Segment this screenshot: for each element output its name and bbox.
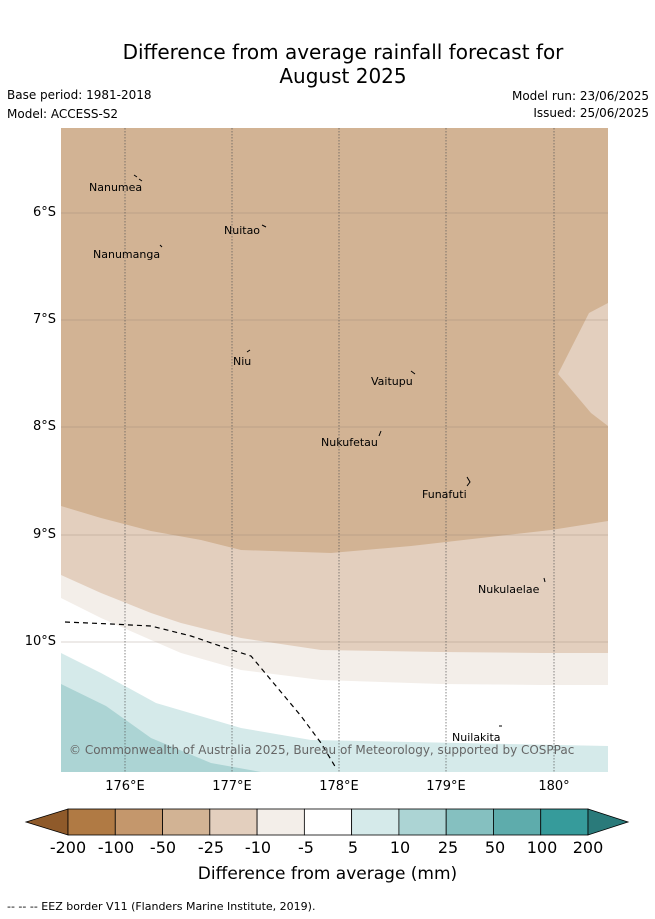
eez-border: [64, 621, 337, 769]
cb-tick-200: 200: [572, 838, 604, 857]
colorbar-label: Difference from average (mm): [197, 864, 458, 884]
cb-tick-25: 25: [437, 838, 459, 857]
colorbar-cell: [540, 808, 589, 836]
lat-label-8s: 8°S: [32, 419, 56, 434]
cb-tick-minus5: -5: [298, 838, 314, 857]
label-nuilakita: Nuilakita: [452, 731, 501, 744]
lat-label-6s: 6°S: [32, 205, 56, 220]
colorbar-high-extend: [587, 808, 630, 836]
nukulaelae-island: [543, 577, 546, 583]
colorbar-cell: [303, 808, 353, 836]
lat-label-9s: 9°S: [32, 527, 56, 542]
rainfall-map: Nanumea Nuitao Nanumanga Niu Vaitupu Nuk…: [61, 128, 608, 772]
label-niu: Niu: [233, 355, 251, 368]
label-nuitao: Nuitao: [224, 224, 260, 237]
colorbar: [24, 808, 630, 836]
colorbar-low-extend: [24, 808, 69, 836]
label-nanumea: Nanumea: [89, 181, 142, 194]
nukufetau-island: [378, 430, 382, 437]
colorbar-cell: [351, 808, 400, 836]
colorbar-cell: [493, 808, 542, 836]
cb-tick-minus25: -25: [197, 838, 225, 857]
title-line-2: August 2025: [279, 64, 407, 88]
lon-label-177e: 177°E: [212, 779, 252, 794]
issued-date: Issued: 25/06/2025: [533, 106, 649, 120]
colorbar-cell: [67, 808, 116, 836]
label-vaitupu: Vaitupu: [371, 375, 413, 388]
colorbar-cell: [114, 808, 163, 836]
colorbar-cell: [209, 808, 258, 836]
title-line-1: Difference from average rainfall forecas…: [122, 40, 564, 64]
lon-label-176e: 176°E: [105, 779, 145, 794]
band-east-patch: [558, 303, 608, 426]
label-nukulaelae: Nukulaelae: [478, 583, 540, 596]
band-5-to-10: [61, 653, 608, 772]
colorbar-cell: [162, 808, 211, 836]
colorbar-cell: [256, 808, 305, 836]
band-10-to-25: [61, 684, 261, 772]
lat-label-7s: 7°S: [32, 312, 56, 327]
band-minus25-to-minus50: [61, 128, 608, 553]
cb-tick-50: 50: [484, 838, 506, 857]
base-period: Base period: 1981-2018: [7, 88, 152, 102]
eez-legend: -- -- -- EEZ border V11 (Flanders Marine…: [7, 900, 316, 913]
lat-label-10s: 10°S: [24, 634, 56, 649]
nanumanga-island: [159, 244, 163, 248]
lon-label-178e: 178°E: [319, 779, 359, 794]
cb-tick-5: 5: [347, 838, 359, 857]
lon-label-179e: 179°E: [426, 779, 466, 794]
copyright-notice: © Commonwealth of Australia 2025, Bureau…: [69, 743, 574, 757]
colorbar-cell: [445, 808, 494, 836]
label-nukufetau: Nukufetau: [321, 436, 378, 449]
cb-tick-minus200: -200: [49, 838, 87, 857]
cb-tick-minus10: -10: [244, 838, 272, 857]
label-funafuti: Funafuti: [422, 488, 467, 501]
nuitao-island: [261, 224, 267, 228]
map-title: Difference from average rainfall forecas…: [0, 40, 655, 88]
lon-label-180: 180°: [538, 779, 570, 794]
model-name: Model: ACCESS-S2: [7, 107, 119, 121]
cb-tick-minus50: -50: [149, 838, 177, 857]
colorbar-cell: [398, 808, 447, 836]
niu-island: [246, 349, 251, 353]
label-nanumanga: Nanumanga: [93, 248, 160, 261]
model-run: Model run: 23/06/2025: [511, 89, 649, 103]
vaitupu-island: [410, 370, 416, 375]
cb-tick-100: 100: [526, 838, 558, 857]
nanumea-island: [133, 174, 143, 182]
funafuti-island: [466, 476, 471, 487]
cb-tick-10: 10: [389, 838, 411, 857]
cb-tick-minus100: -100: [97, 838, 135, 857]
